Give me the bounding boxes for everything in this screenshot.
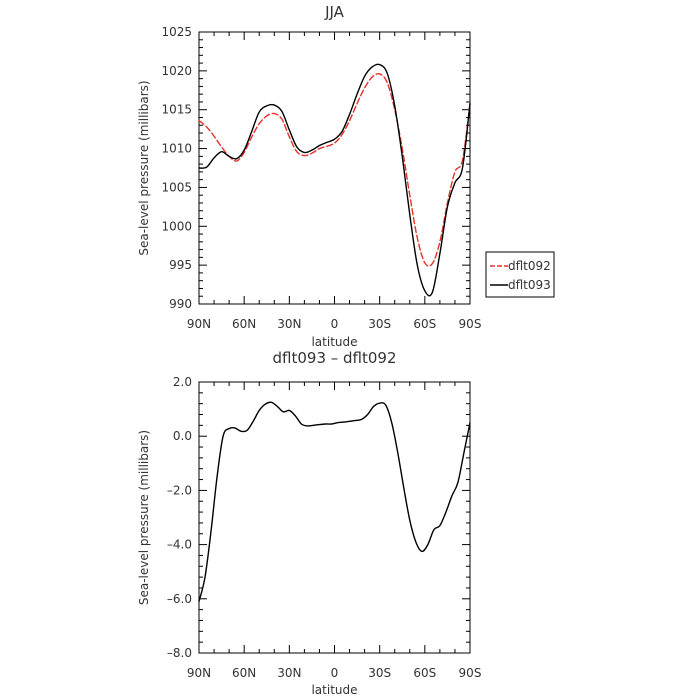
legend-label-dflt093: dflt093 xyxy=(508,278,551,292)
y-tick-label: –6.0 xyxy=(167,592,192,606)
x-tick-label: 30N xyxy=(277,317,301,331)
y-tick-label: 2.0 xyxy=(173,375,192,389)
legend-box xyxy=(485,251,555,298)
legend: dflt092 dflt093 xyxy=(485,251,555,298)
x-tick-label: 60N xyxy=(232,666,256,680)
x-tick-label: 30S xyxy=(368,317,391,331)
x-axis-label: latitude xyxy=(311,683,357,697)
y-axis-label: Sea-level pressure (millibars) xyxy=(137,430,151,605)
x-tick-label: 30N xyxy=(277,666,301,680)
y-tick-label: 995 xyxy=(169,258,192,272)
y-tick-label: 0.0 xyxy=(173,429,192,443)
x-tick-label: 60N xyxy=(232,317,256,331)
x-tick-label: 90S xyxy=(459,666,482,680)
x-tick-label: 90N xyxy=(187,317,211,331)
x-tick-label: 0 xyxy=(331,666,339,680)
x-tick-label: 0 xyxy=(331,317,339,331)
y-tick-label: 1020 xyxy=(161,64,192,78)
y-tick-label: –8.0 xyxy=(167,646,192,660)
y-tick-label: 1000 xyxy=(161,219,192,233)
y-tick-label: 1025 xyxy=(161,25,192,39)
y-tick-label: 990 xyxy=(169,297,192,311)
chart-panel-bottom: dflt093 – dflt092 90N 60N 30N 0 30S 60S 90S lati… xyxy=(137,349,481,697)
y-tick-label: 1015 xyxy=(161,103,192,117)
plot-frame xyxy=(198,31,471,305)
x-tick-label: 30S xyxy=(368,666,391,680)
x-tick-label: 90N xyxy=(187,666,211,680)
chart-title: JJA xyxy=(324,3,345,21)
y-axis-label: Sea-level pressure (millibars) xyxy=(137,80,151,255)
y-tick-label: –4.0 xyxy=(167,538,192,552)
x-tick-label: 90S xyxy=(459,317,482,331)
series-line-dflt092 xyxy=(198,73,471,267)
chart-title: dflt093 – dflt092 xyxy=(273,349,397,367)
series-line-dflt093 xyxy=(198,63,471,297)
legend-label-dflt092: dflt092 xyxy=(508,259,551,273)
x-axis-label: latitude xyxy=(311,335,357,349)
x-tick-label: 60S xyxy=(413,666,436,680)
series-line-series-0 xyxy=(198,401,471,603)
y-tick-label: 1010 xyxy=(161,142,192,156)
chart-panel-top: JJA 90N 60N 30N 0 30S 60S 90S latitude 990 995 1000… xyxy=(137,3,555,349)
y-tick-label: –2.0 xyxy=(167,483,192,497)
x-tick-label: 60S xyxy=(413,317,436,331)
y-tick-label: 1005 xyxy=(161,180,192,194)
